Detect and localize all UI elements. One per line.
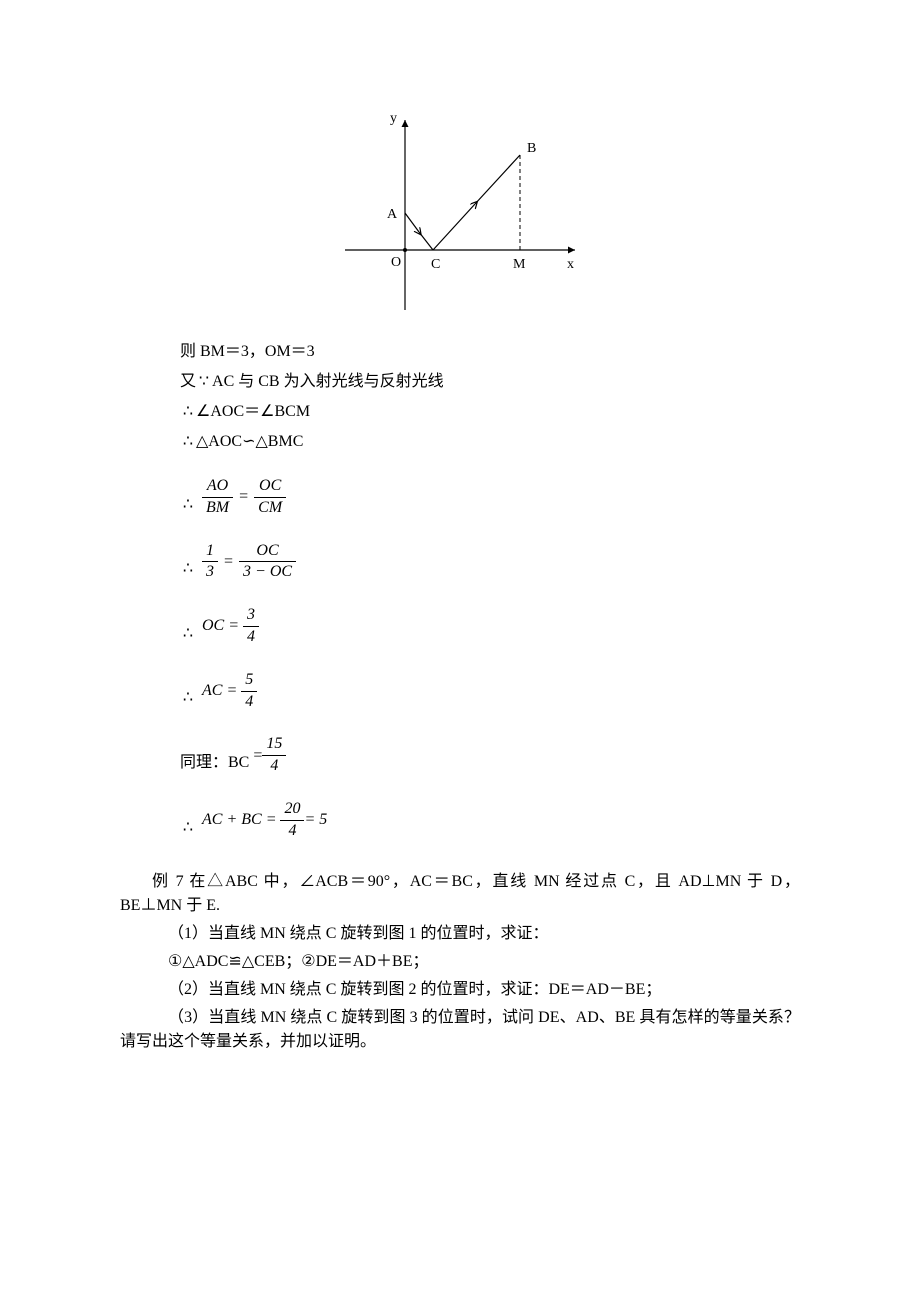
- svg-text:M: M: [513, 257, 526, 272]
- eq-ratio-2: ∴ 13 = OC3 − OC: [180, 541, 800, 584]
- line-angle-eq: ∴∠AOC＝∠BCM: [180, 400, 800, 424]
- line-incident-reflect: 又∵AC 与 CB 为入射光线与反射光线: [180, 370, 800, 394]
- eq-ac: ∴ AC = 54: [180, 670, 800, 713]
- svg-text:O: O: [391, 255, 401, 270]
- eq-bc: 同理：BC = 154: [180, 734, 800, 777]
- eq-ratio-1: ∴ AOBM = OCCM: [180, 476, 800, 519]
- svg-text:A: A: [387, 207, 398, 222]
- line-bm-om: 则 BM＝3，OM＝3: [180, 340, 800, 364]
- example7-q2: （2）当直线 MN 绕点 C 旋转到图 2 的位置时，求证：DE＝AD－BE；: [120, 978, 800, 1002]
- example7-q3: （3）当直线 MN 绕点 C 旋转到图 3 的位置时，试问 DE、AD、BE 具…: [120, 1006, 800, 1054]
- eq-oc: ∴ OC = 34: [180, 605, 800, 648]
- coordinate-diagram: y x O A C M B: [335, 110, 585, 320]
- svg-text:B: B: [527, 141, 536, 156]
- svg-text:x: x: [567, 257, 574, 272]
- eq-sum: ∴ AC + BC = 204 = 5: [180, 799, 800, 842]
- example7-stem: 例 7 在△ABC 中，∠ACB＝90°，AC＝BC，直线 MN 经过点 C，且…: [120, 870, 800, 918]
- example7-q1: （1）当直线 MN 绕点 C 旋转到图 1 的位置时，求证：: [120, 922, 800, 946]
- example7-q1-parts: ①△ADC≌△CEB；②DE＝AD＋BE；: [120, 950, 800, 974]
- line-similar: ∴△AOC∽△BMC: [180, 430, 800, 454]
- svg-text:y: y: [390, 111, 397, 126]
- svg-text:C: C: [431, 257, 440, 272]
